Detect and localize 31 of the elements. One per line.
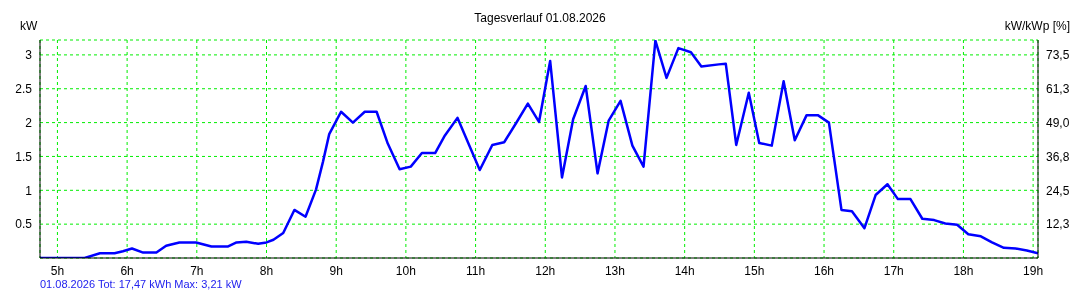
- y2-tick-label: 49,0: [1046, 115, 1070, 130]
- y-tick-label: 2.5: [15, 82, 33, 97]
- chart-title: Tagesverlauf 01.08.2026: [474, 11, 606, 25]
- x-tick-label: 8h: [259, 263, 274, 278]
- x-tick-label: 5h: [50, 263, 65, 278]
- y2-axis-title: kW/kWp [%]: [1004, 19, 1070, 33]
- y2-tick-label: 24,5: [1046, 183, 1070, 198]
- x-tick-label: 18h: [953, 263, 974, 278]
- y2-tick-label: 12,3: [1046, 217, 1070, 232]
- x-tick-label: 19h: [1023, 263, 1044, 278]
- x-tick-label: 10h: [395, 263, 416, 278]
- x-tick-label: 13h: [604, 263, 625, 278]
- text: 01.08.2026 Tot: 17,47 kWh Max: 3,21 kW: [40, 278, 242, 290]
- x-tick-label: 11h: [466, 263, 486, 278]
- y-tick-label: 0.5: [15, 217, 33, 232]
- x-tick-label: 12h: [535, 263, 556, 278]
- y-tick-label: 1: [25, 183, 33, 198]
- x-tick-label: 9h: [329, 263, 343, 278]
- x-tick-label: 6h: [120, 263, 134, 278]
- y-tick-label: 1.5: [15, 149, 33, 164]
- y-tick-label: 3: [25, 48, 33, 63]
- x-tick-label: 15h: [744, 263, 765, 278]
- y2-tick-label: 73,5: [1046, 48, 1070, 63]
- x-tick-label: 17h: [883, 263, 904, 278]
- x-tick-label: 7h: [190, 263, 204, 278]
- y-axis-title: kW: [20, 19, 38, 33]
- x-tick-label: 14h: [674, 263, 695, 278]
- y-tick-label: 2: [25, 115, 33, 130]
- y2-tick-label: 36,8: [1046, 149, 1070, 164]
- y2-tick-label: 61,3: [1046, 81, 1070, 96]
- x-tick-label: 16h: [814, 263, 835, 278]
